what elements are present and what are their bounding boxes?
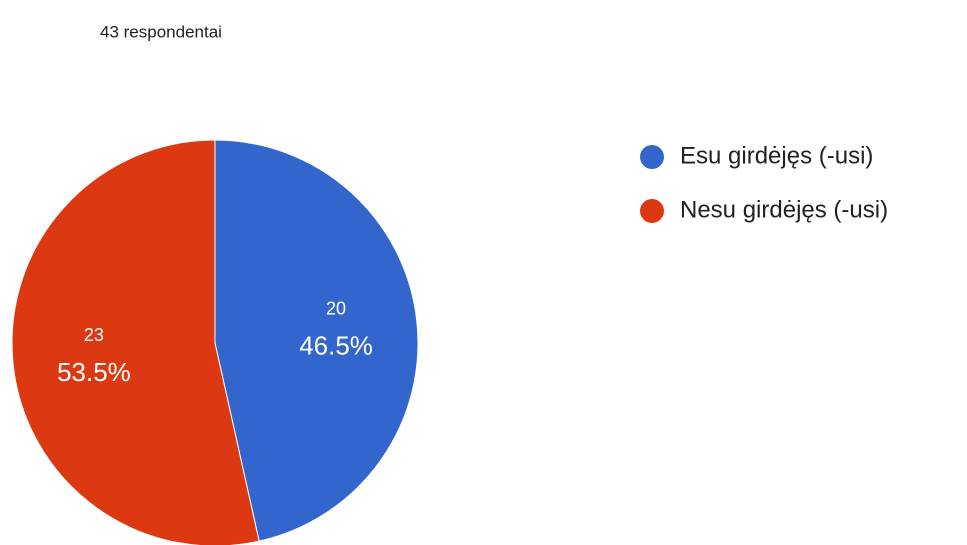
legend-marker	[640, 199, 664, 223]
legend-marker	[640, 145, 664, 169]
slice-percent-label: 53.5%	[57, 357, 131, 387]
legend-label: Esu girdėjęs (-usi)	[680, 142, 873, 169]
pie-slice	[214, 139, 419, 542]
subtitle: 43 respondentai	[100, 22, 222, 41]
pie-slice	[11, 139, 260, 545]
legend-label: Nesu girdėjęs (-usi)	[680, 196, 888, 223]
slice-percent-label: 46.5%	[299, 331, 373, 361]
slice-count-label: 23	[84, 325, 104, 345]
slice-count-label: 20	[326, 298, 346, 318]
